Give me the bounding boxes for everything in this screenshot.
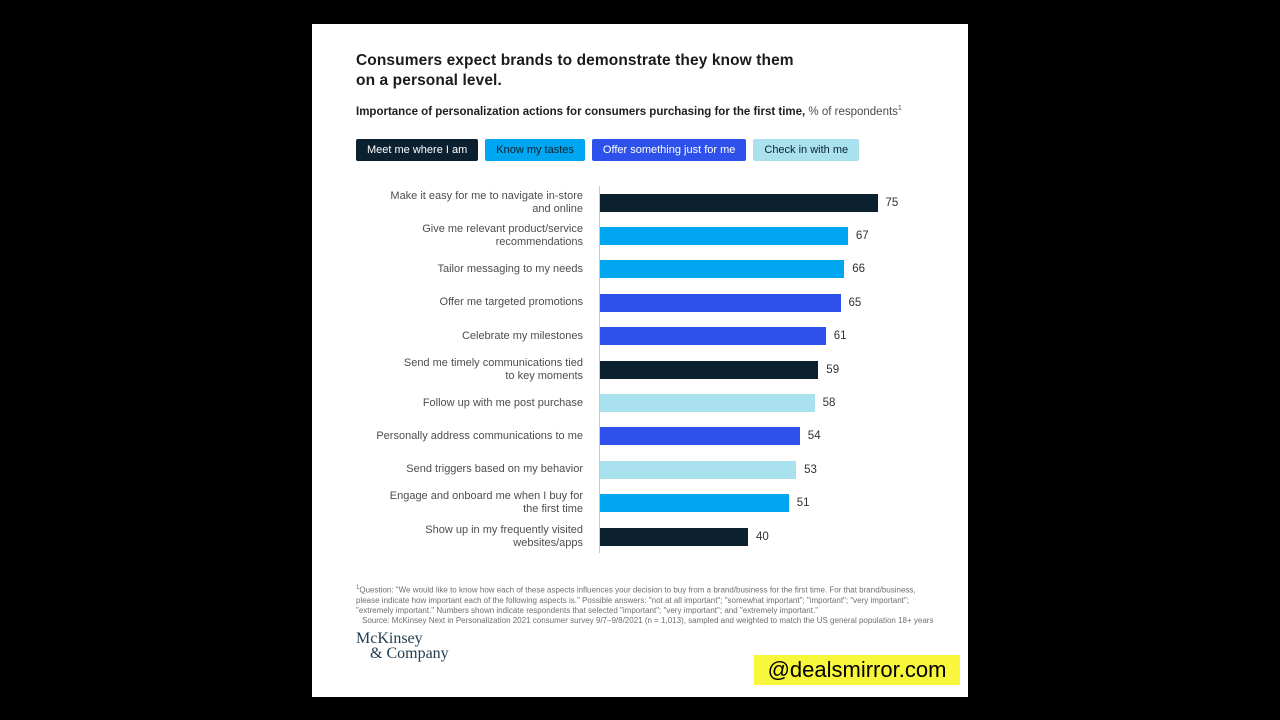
footnote-marker: 1 [356,585,360,591]
footnote-text: Question: "We would like to know how eac… [359,585,916,595]
bar-value-label: 51 [796,497,810,510]
chart-row: Tailor messaging to my needs 66 [356,252,924,287]
mckinsey-logo: McKinsey & Company [356,630,449,662]
legend-chip-know[interactable]: Know my tastes [485,139,585,161]
bar [600,394,815,413]
footnote-source: Source: McKinsey Next in Personalization… [362,615,934,625]
bar-category-label: Send triggers based on my behavior [406,463,583,476]
footnote-line: "extremely important." Numbers shown ind… [356,605,819,615]
chart-subtitle-bold: Importance of personalization actions fo… [356,105,806,118]
bar [600,260,845,279]
chart-row: Send triggers based on my behavior 53 [356,453,924,487]
bar-zone: 40 [599,519,924,554]
bar-value-label: 61 [833,330,847,343]
logo-line2: & Company [370,645,449,662]
bar-value-label: 54 [807,430,821,443]
chart-row: Show up in my frequently visited websites… [356,519,924,554]
chart-legend: Meet me where I am Know my tastes Offer so… [356,139,860,161]
bar [600,227,848,246]
chart-row: Give me relevant product/service recommen… [356,219,924,253]
chart-row: Celebrate my milestones 61 [356,319,924,353]
bar [600,427,800,446]
chart-title-line1: Consumers expect brands to demonstrate t… [356,52,794,69]
bar-value-label: 75 [885,196,899,209]
chart-row: Engage and onboard me when I buy for the … [356,486,924,520]
footnote-line: please indicate how important each of th… [356,595,909,605]
legend-chip-meet[interactable]: Meet me where I am [356,139,479,161]
legend-chip-offer[interactable]: Offer something just for me [591,139,747,161]
chart-title-line2: on a personal level. [356,72,502,89]
bar-category-label: Make it easy for me to navigate in-store… [390,189,583,215]
bar [600,494,789,513]
bar-chart: Make it easy for me to navigate in-store… [356,186,924,554]
bar-value-label: 59 [826,363,840,376]
bar-value-label: 66 [852,263,865,276]
bar-category-label: Offer me targeted promotions [439,296,583,309]
bar-zone: 66 [599,252,924,287]
chart-row: Personally address communications to me … [356,419,924,454]
bar-value-label: 58 [822,397,836,410]
bar [600,460,797,479]
footnote: 1Question: "We would like to know how ea… [356,583,933,626]
bar-category-label: Celebrate my milestones [461,329,583,342]
bar-category-label: Engage and onboard me when I buy for the … [389,490,583,516]
bar [600,360,819,379]
bar [600,527,748,546]
bar-category-label: Personally address communications to me [376,429,583,442]
chart-row: Make it easy for me to navigate in-store… [356,186,924,220]
footnote-line: 1Question: "We would like to know how ea… [356,583,933,596]
bar-category-label: Give me relevant product/service recommen… [422,223,583,249]
bar-zone: 59 [599,352,924,387]
subtitle-footnote-marker: 1 [897,105,902,112]
bar-value-label: 40 [756,530,769,543]
logo-line1: McKinsey [356,630,423,647]
bar [600,327,826,346]
legend-chip-check[interactable]: Check in with me [753,139,860,161]
bar-zone: 53 [599,453,924,487]
bar-value-label: 65 [848,296,862,309]
chart-row: Follow up with me post purchase 58 [356,386,924,420]
chart-title: Consumers expect brands to demonstrate t… [356,51,794,91]
bar-zone: 75 [599,186,924,220]
bar-zone: 58 [599,386,924,420]
bar-category-label: Show up in my frequently visited websites… [425,523,583,549]
bar-zone: 51 [599,486,924,520]
bar-category-label: Send me timely communications tied to key… [403,356,583,382]
bar-zone: 61 [599,319,924,353]
bar [600,293,841,312]
bar-category-label: Follow up with me post purchase [422,396,583,409]
bar-zone: 67 [599,219,924,253]
bar-zone: 54 [599,419,924,454]
bar-category-label: Tailor messaging to my needs [437,262,583,275]
bar-zone: 65 [599,286,924,320]
bar [600,193,878,212]
chart-subtitle: Importance of personalization actions fo… [356,102,902,119]
chart-row: Send me timely communications tied to key… [356,352,924,387]
watermark: @dealsmirror.com [754,655,960,685]
chart-subtitle-regular: % of respondents [805,105,898,118]
bar-value-label: 67 [855,230,869,243]
chart-row: Offer me targeted promotions 65 [356,286,924,320]
exhibit-card: Consumers expect brands to demonstrate t… [312,24,968,697]
bar-value-label: 53 [804,463,817,476]
